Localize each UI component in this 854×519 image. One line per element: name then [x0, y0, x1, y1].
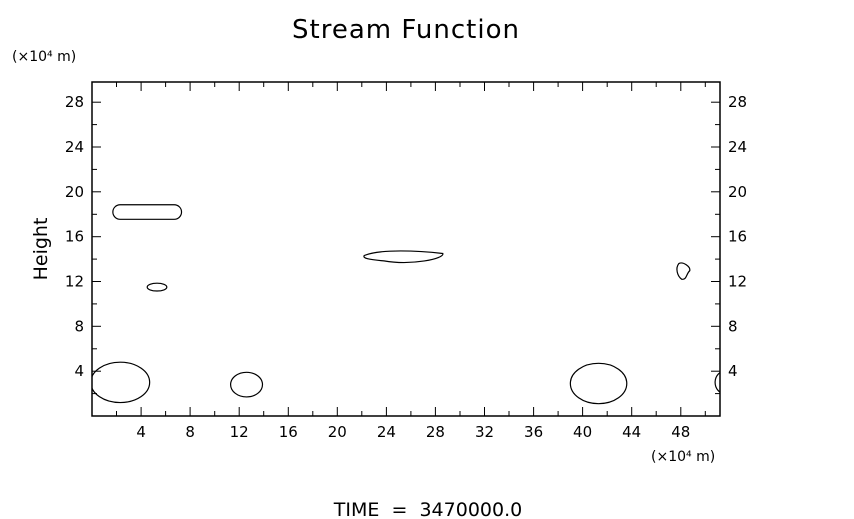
y-tick-label-right: 20 — [728, 183, 747, 201]
y-tick-label: 24 — [65, 138, 84, 156]
y-tick-label-right: 4 — [728, 362, 738, 380]
x-tick-label: 32 — [475, 423, 494, 441]
time-footer: TIME = 3470000.0 — [333, 499, 522, 519]
y-tick-label: 8 — [74, 317, 84, 335]
x-tick-label: 20 — [328, 423, 347, 441]
x-tick-label: 40 — [573, 423, 592, 441]
x-tick-label: 28 — [426, 423, 445, 441]
y-tick-label: 12 — [65, 273, 84, 291]
x-unit-label: (×10⁴ m) — [651, 449, 715, 465]
contour-line — [569, 362, 628, 405]
x-tick-label: 4 — [136, 423, 146, 441]
y-tick-label-right: 12 — [728, 273, 747, 291]
axis-ticks: 4 8 12 16 20 24 28 32 36 40 44 48481216202428481216… — [65, 82, 747, 441]
plot-frame — [91, 81, 721, 417]
x-tick-label: 16 — [279, 423, 298, 441]
contour-line — [92, 361, 151, 404]
y-tick-label: 4 — [74, 362, 84, 380]
y-tick-label: 20 — [65, 183, 84, 201]
y-unit-label: (×10⁴ m) — [12, 49, 76, 65]
contour-line — [146, 282, 168, 292]
x-tick-label: 44 — [622, 423, 641, 441]
y-tick-label-right: 16 — [728, 228, 747, 246]
x-tick-label: 24 — [377, 423, 396, 441]
contour-line — [676, 262, 691, 280]
x-tick-label: 8 — [185, 423, 195, 441]
contour-line — [230, 371, 264, 398]
y-tick-label-right: 8 — [728, 317, 738, 335]
y-tick-label-right: 28 — [728, 93, 747, 111]
y-axis-label: Height — [30, 218, 52, 281]
contour-line — [363, 250, 444, 264]
y-tick-label: 28 — [65, 93, 84, 111]
chart-title: Stream Function — [292, 15, 520, 45]
x-tick-label: 36 — [524, 423, 543, 441]
contour-line — [112, 204, 183, 220]
y-tick-label-right: 24 — [728, 138, 747, 156]
contour-lines — [92, 204, 720, 405]
y-tick-label: 16 — [65, 228, 84, 246]
x-tick-label: 48 — [671, 423, 690, 441]
contour-line — [714, 371, 720, 393]
x-tick-label: 12 — [230, 423, 249, 441]
